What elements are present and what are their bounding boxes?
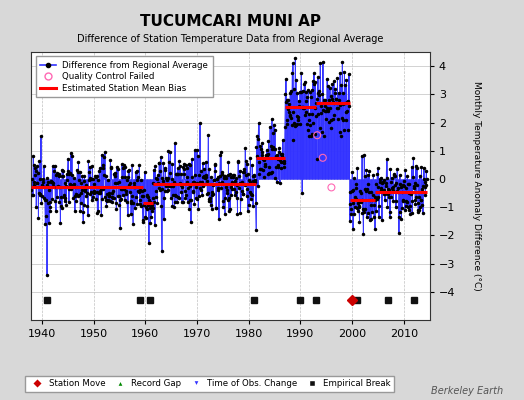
Text: Berkeley Earth: Berkeley Earth [431, 386, 503, 396]
Legend: Station Move, Record Gap, Time of Obs. Change, Empirical Break: Station Move, Record Gap, Time of Obs. C… [25, 376, 394, 392]
Text: Difference of Station Temperature Data from Regional Average: Difference of Station Temperature Data f… [78, 34, 384, 44]
Text: TUCUMCARI MUNI AP: TUCUMCARI MUNI AP [140, 14, 321, 29]
Point [313, 132, 321, 138]
Point [327, 184, 335, 191]
Legend: Difference from Regional Average, Quality Control Failed, Estimated Station Mean: Difference from Regional Average, Qualit… [36, 56, 213, 97]
Y-axis label: Monthly Temperature Anomaly Difference (°C): Monthly Temperature Anomaly Difference (… [472, 81, 481, 291]
Point [319, 154, 327, 161]
